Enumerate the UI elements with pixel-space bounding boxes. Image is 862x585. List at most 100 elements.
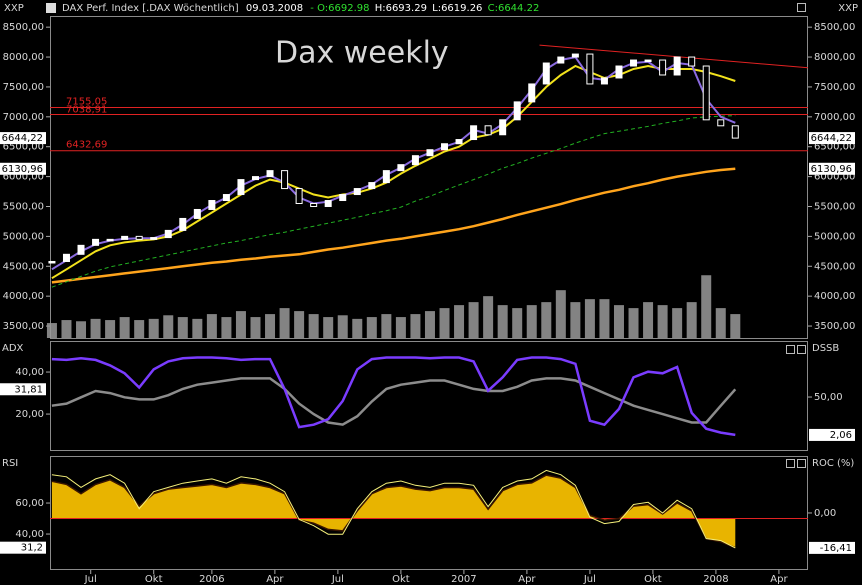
- panel-title: DSSB: [812, 343, 839, 354]
- candle: [426, 149, 434, 157]
- close-button[interactable]: [797, 459, 806, 468]
- volume-bar: [206, 314, 217, 338]
- y-tick-label: 8000,00: [3, 52, 44, 63]
- volume-bar: [730, 314, 741, 338]
- volume-bar: [163, 315, 174, 338]
- x-tick-label: 2006: [199, 574, 224, 585]
- level-label: 7155,05: [66, 97, 107, 108]
- x-tick-label: Okt: [145, 574, 163, 585]
- volume-bar: [701, 275, 712, 338]
- y-tick-label: 40,00: [15, 367, 44, 378]
- y-tick-label: 60,00: [15, 498, 44, 509]
- y-tick-label: 6000,00: [814, 172, 855, 183]
- minimize-button[interactable]: [786, 459, 795, 468]
- candle: [571, 53, 579, 58]
- candle: [586, 53, 594, 85]
- volume-bar: [177, 317, 188, 338]
- candle: [470, 125, 478, 141]
- volume-bar: [468, 302, 479, 338]
- volume-bar: [439, 308, 450, 338]
- volume-bar: [90, 318, 101, 338]
- candle: [455, 139, 463, 145]
- volume-bar: [105, 320, 116, 338]
- high: H:6693.29: [375, 3, 427, 14]
- candle: [717, 119, 725, 127]
- panel-title: ROC (%): [812, 458, 854, 469]
- last-value-box: [0, 383, 46, 396]
- x-tick-label: Jul: [583, 574, 596, 585]
- candle: [353, 188, 361, 196]
- volume-bar: [541, 302, 552, 338]
- y-tick-label: 7000,00: [814, 112, 855, 123]
- y-tick-label: 20,00: [15, 409, 44, 420]
- volume-bar: [148, 318, 159, 338]
- rsi-panel-frame: [50, 456, 808, 570]
- close-button[interactable]: [797, 3, 806, 12]
- volume-bar: [555, 290, 566, 338]
- candle: [368, 182, 376, 190]
- trend-line: [539, 44, 809, 69]
- candle: [310, 203, 318, 207]
- menu-icon[interactable]: [46, 3, 56, 13]
- last-value-label: 31,81: [14, 384, 43, 395]
- candle: [237, 179, 245, 196]
- y-tick-label: 5500,00: [814, 201, 855, 212]
- volume-bar: [279, 308, 290, 338]
- y-tick-label: 4000,00: [3, 291, 44, 302]
- volume-bar: [119, 317, 130, 338]
- candle: [339, 194, 347, 202]
- y-tick-label: 0,00: [814, 508, 836, 519]
- volume-bar: [584, 299, 595, 338]
- candle: [266, 170, 274, 178]
- volume-bar: [410, 314, 421, 338]
- y-tick-label: 7500,00: [3, 82, 44, 93]
- candle: [150, 237, 158, 240]
- volume-bar: [454, 305, 465, 338]
- y-tick-label: 8500,00: [814, 22, 855, 33]
- candle: [222, 194, 230, 202]
- volume-bar: [526, 305, 537, 338]
- candle: [382, 170, 390, 184]
- last-value-box: [0, 162, 46, 175]
- volume-bar: [192, 318, 203, 338]
- volume-bar: [337, 315, 348, 338]
- candle: [164, 229, 172, 239]
- volume-bar: [599, 299, 610, 338]
- date: 09.03.2008: [246, 3, 303, 14]
- y-tick-label: 8500,00: [3, 22, 44, 33]
- x-tick-label: Apr: [518, 574, 536, 585]
- price-panel-frame: [50, 16, 808, 339]
- close-button[interactable]: [797, 345, 806, 354]
- series-line: [51, 469, 736, 549]
- y-tick-label: 5000,00: [814, 231, 855, 242]
- y-tick-label: 8000,00: [814, 52, 855, 63]
- header: XXP XXP DAX Perf. Index [.DAX Wöchentlic…: [4, 3, 858, 14]
- volume-bar: [657, 305, 668, 338]
- volume-bar: [265, 314, 276, 338]
- candle: [659, 59, 667, 76]
- minimize-button[interactable]: [786, 345, 795, 354]
- candle: [281, 170, 289, 190]
- volume-bar: [686, 302, 697, 338]
- candle: [542, 62, 550, 85]
- volume-bar: [424, 311, 435, 338]
- level-label: 6432,69: [66, 140, 107, 151]
- candle: [615, 65, 623, 79]
- annotation: Dax weekly: [275, 36, 449, 71]
- volume-bar: [512, 308, 523, 338]
- last-value-label: 2,06: [830, 430, 852, 441]
- candle: [499, 119, 507, 136]
- last-value-label: 6644,22: [811, 133, 852, 144]
- y-tick-label: 6000,00: [3, 172, 44, 183]
- last-value-box: [809, 132, 855, 145]
- open: - O:6692.98: [310, 3, 369, 14]
- candle: [324, 200, 332, 207]
- candle: [62, 253, 70, 262]
- candle: [179, 217, 187, 231]
- panel-buttons: [786, 3, 806, 468]
- level-label: 7038,91: [66, 105, 107, 116]
- y-tick-label: 6500,00: [814, 142, 855, 153]
- series-line: [51, 115, 736, 288]
- y-tick-label: 5500,00: [3, 201, 44, 212]
